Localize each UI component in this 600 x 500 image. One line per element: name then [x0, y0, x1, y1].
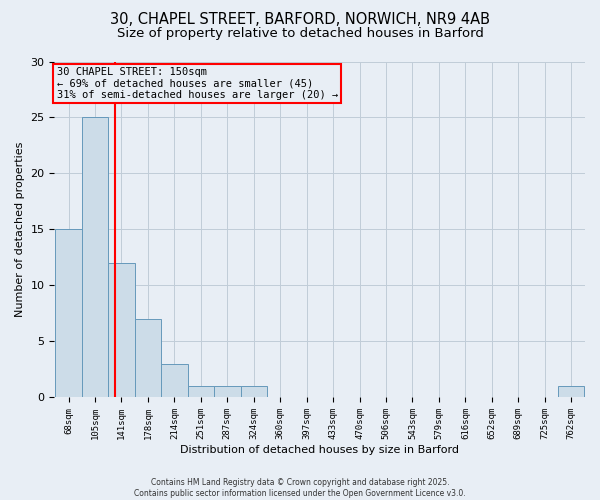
- Bar: [161, 364, 188, 398]
- Text: 30, CHAPEL STREET, BARFORD, NORWICH, NR9 4AB: 30, CHAPEL STREET, BARFORD, NORWICH, NR9…: [110, 12, 490, 28]
- Bar: [108, 263, 135, 398]
- Bar: [188, 386, 214, 398]
- Text: 30 CHAPEL STREET: 150sqm
← 69% of detached houses are smaller (45)
31% of semi-d: 30 CHAPEL STREET: 150sqm ← 69% of detach…: [56, 67, 338, 100]
- X-axis label: Distribution of detached houses by size in Barford: Distribution of detached houses by size …: [180, 445, 459, 455]
- Text: Size of property relative to detached houses in Barford: Size of property relative to detached ho…: [116, 28, 484, 40]
- Bar: [241, 386, 267, 398]
- Bar: [55, 230, 82, 398]
- Bar: [214, 386, 241, 398]
- Text: Contains HM Land Registry data © Crown copyright and database right 2025.
Contai: Contains HM Land Registry data © Crown c…: [134, 478, 466, 498]
- Bar: [558, 386, 584, 398]
- Bar: [82, 118, 108, 398]
- Y-axis label: Number of detached properties: Number of detached properties: [15, 142, 25, 317]
- Bar: [135, 319, 161, 398]
